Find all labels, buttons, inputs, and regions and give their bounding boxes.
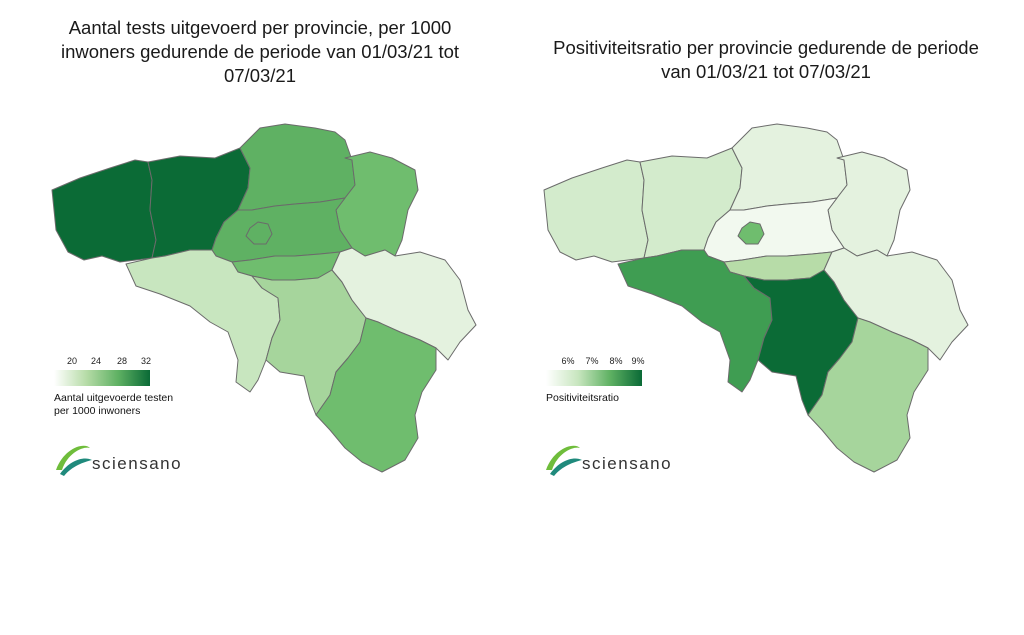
sciensano-swoosh-icon — [56, 445, 92, 476]
legend-color-bar — [54, 370, 150, 386]
left-map-title: Aantal tests uitgevoerd per provincie, p… — [20, 16, 500, 88]
left-legend: 20 24 28 32 Aantal uitgevoerde testen pe… — [54, 356, 214, 418]
region-brussels — [245, 221, 273, 245]
sciensano-swoosh-icon — [546, 445, 582, 476]
left-title-line-3: 07/03/21 — [223, 65, 296, 86]
legend-label: Aantal uitgevoerde testen per 1000 inwon… — [54, 392, 214, 418]
legend-tick: 24 — [90, 356, 102, 366]
right-map-title: Positiviteitsratio per provincie geduren… — [516, 36, 1016, 84]
legend-tick: 7% — [585, 356, 599, 366]
left-belgium-map — [51, 123, 477, 473]
sciensano-wordmark: sciensano — [92, 454, 182, 474]
legend-label-line-1: Positiviteitsratio — [546, 392, 619, 404]
region-luxembourg — [315, 317, 437, 473]
region-brussels — [737, 221, 765, 245]
region-antwerpen — [729, 123, 848, 211]
region-antwerpen — [237, 123, 356, 211]
legend-tick: 9% — [631, 356, 645, 366]
logo-text-scien: scien — [92, 454, 140, 473]
legend-tick: 28 — [116, 356, 128, 366]
left-title-line-1: Aantal tests uitgevoerd per provincie, p… — [68, 17, 452, 38]
logo-text-sano: sano — [139, 454, 183, 473]
legend-tick: 6% — [561, 356, 575, 366]
logo-text-sano: sano — [629, 454, 673, 473]
legend-label-line-2: per 1000 inwoners — [54, 405, 141, 417]
legend-color-bar — [546, 370, 642, 386]
right-legend: 6% 7% 8% 9% Positiviteitsratio — [546, 356, 645, 405]
region-west-vlaanderen — [51, 159, 157, 263]
legend-tick: 32 — [140, 356, 152, 366]
legend-tick: 8% — [609, 356, 623, 366]
right-belgium-map — [543, 123, 969, 473]
region-west-vlaanderen — [543, 159, 649, 263]
sciensano-wordmark: sciensano — [582, 454, 672, 474]
region-luxembourg — [807, 317, 929, 473]
legend-label-line-1: Aantal uitgevoerde testen — [54, 392, 174, 404]
right-title-line-2: van 01/03/21 tot 07/03/21 — [661, 61, 871, 82]
left-title-line-2: inwoners gedurende de periode van 01/03/… — [60, 41, 460, 62]
right-title-line-1: Positiviteitsratio per provincie geduren… — [553, 37, 979, 58]
legend-tick: 20 — [66, 356, 78, 366]
legend-label: Positiviteitsratio — [546, 392, 642, 405]
logo-text-scien: scien — [582, 454, 630, 473]
